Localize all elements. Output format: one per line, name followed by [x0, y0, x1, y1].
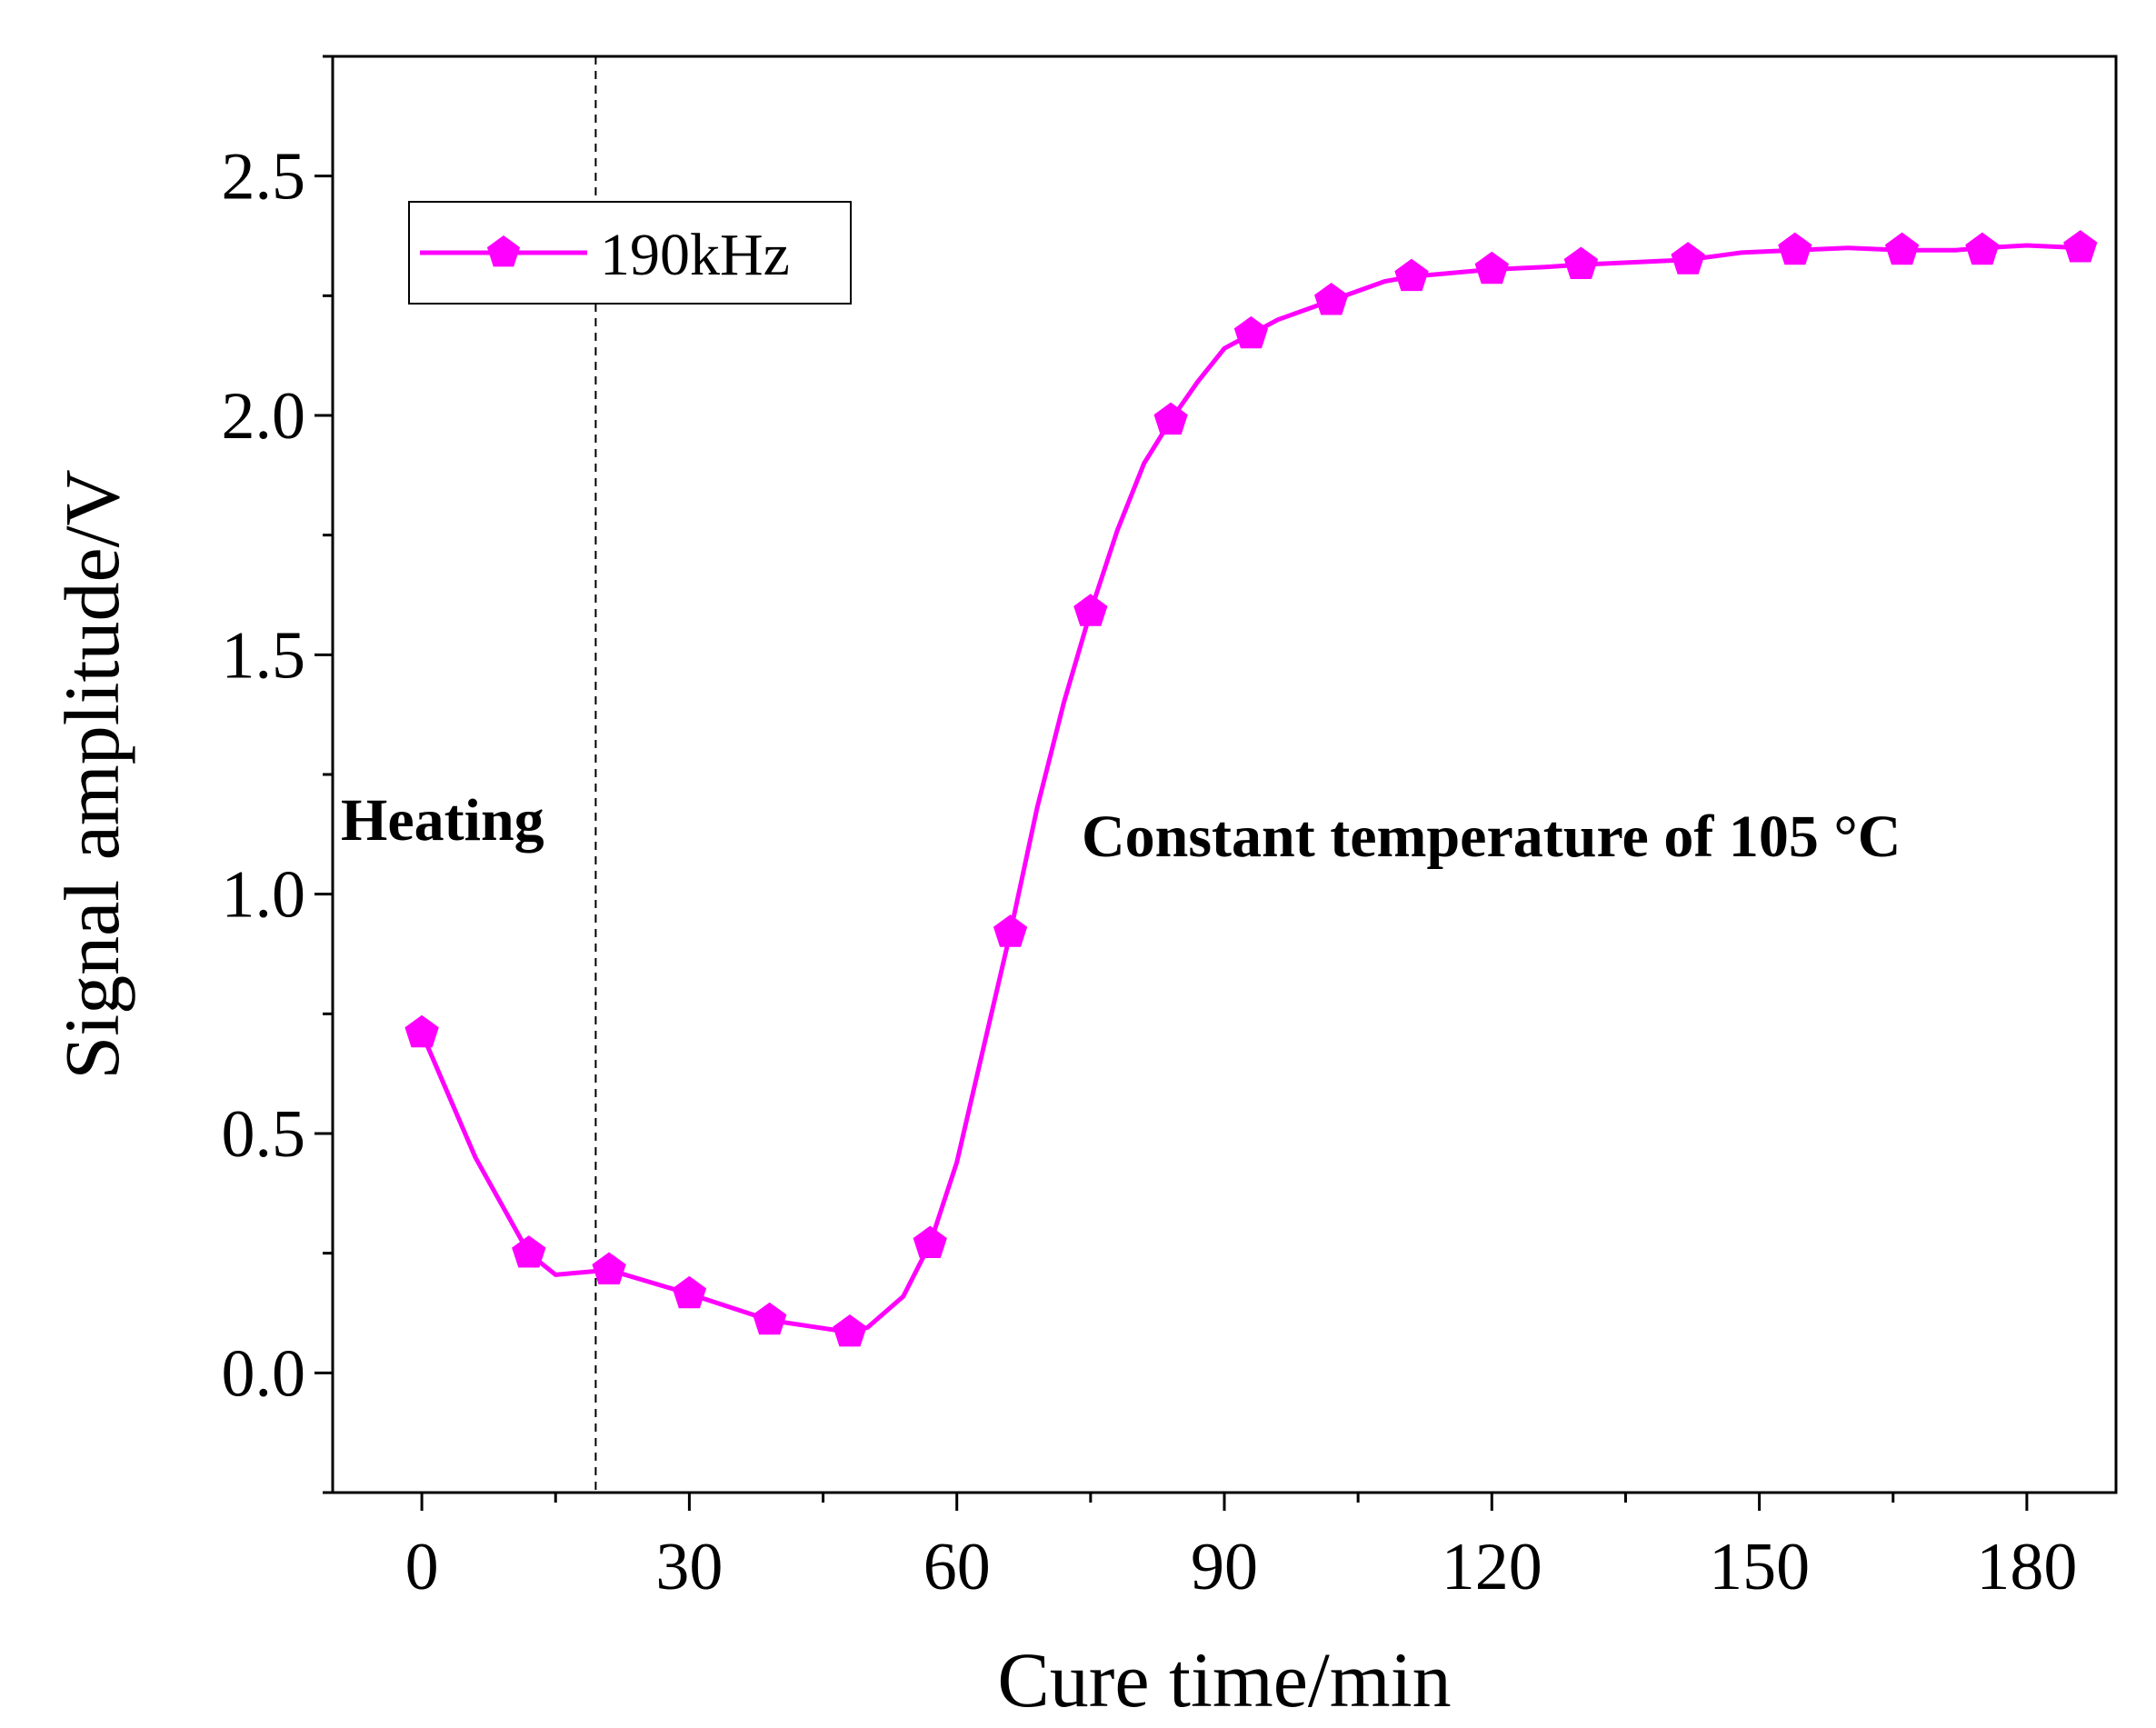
data-point-marker	[1778, 232, 1812, 265]
data-point-marker	[1153, 402, 1188, 435]
annotation-constant-temperature: Constant temperature of 105 °C	[1082, 804, 1901, 870]
data-point-marker	[1394, 258, 1429, 292]
y-tick-label: 0.5	[222, 1097, 306, 1172]
data-point-marker	[913, 1225, 947, 1258]
data-point-marker	[1563, 246, 1599, 279]
data-point-marker	[1233, 315, 1269, 349]
data-point-marker	[993, 914, 1028, 947]
data-point-marker	[512, 1235, 546, 1268]
data-point-marker	[404, 1014, 439, 1048]
x-tick-label: 180	[1976, 1530, 2077, 1604]
x-tick-label: 0	[405, 1530, 439, 1604]
y-tick-label: 2.5	[222, 140, 306, 215]
y-tick-label: 1.5	[222, 618, 306, 693]
data-point-marker	[1474, 251, 1509, 285]
y-tick-label: 2.0	[222, 379, 306, 454]
y-tick-label: 0.0	[222, 1336, 306, 1411]
series-line	[419, 243, 2081, 1335]
y-tick-label: 1.0	[222, 858, 306, 933]
x-tick-label: 150	[1709, 1530, 1810, 1604]
x-axis-title: Cure time/min	[997, 1636, 1451, 1723]
series-190khz	[404, 230, 2098, 1347]
x-tick-label: 60	[923, 1530, 991, 1604]
x-tick-label: 120	[1442, 1530, 1542, 1604]
data-point-marker	[672, 1275, 707, 1309]
x-tick-label: 90	[1191, 1530, 1258, 1604]
legend-marker	[486, 235, 521, 267]
data-point-marker	[833, 1313, 867, 1347]
x-axis: 0 30 60 90 120 150 180	[405, 1493, 2077, 1604]
y-axis-title: Signal amplitude/V	[48, 469, 135, 1079]
data-point-marker	[1073, 594, 1108, 626]
data-point-marker	[1314, 282, 1349, 315]
data-point-marker	[2063, 230, 2098, 263]
data-point-marker	[1884, 232, 1920, 265]
x-tick-label: 30	[655, 1530, 723, 1604]
legend-label: 190kHz	[600, 222, 790, 288]
y-axis: 0.0 0.5 1.0 1.5 2.0 2.5	[222, 55, 333, 1494]
data-point-marker	[592, 1252, 626, 1284]
data-point-marker	[1671, 242, 1705, 275]
data-point-marker	[1965, 232, 2000, 265]
legend: 190kHz	[408, 201, 852, 305]
data-point-marker	[753, 1302, 787, 1335]
annotation-heating: Heating	[341, 787, 544, 854]
